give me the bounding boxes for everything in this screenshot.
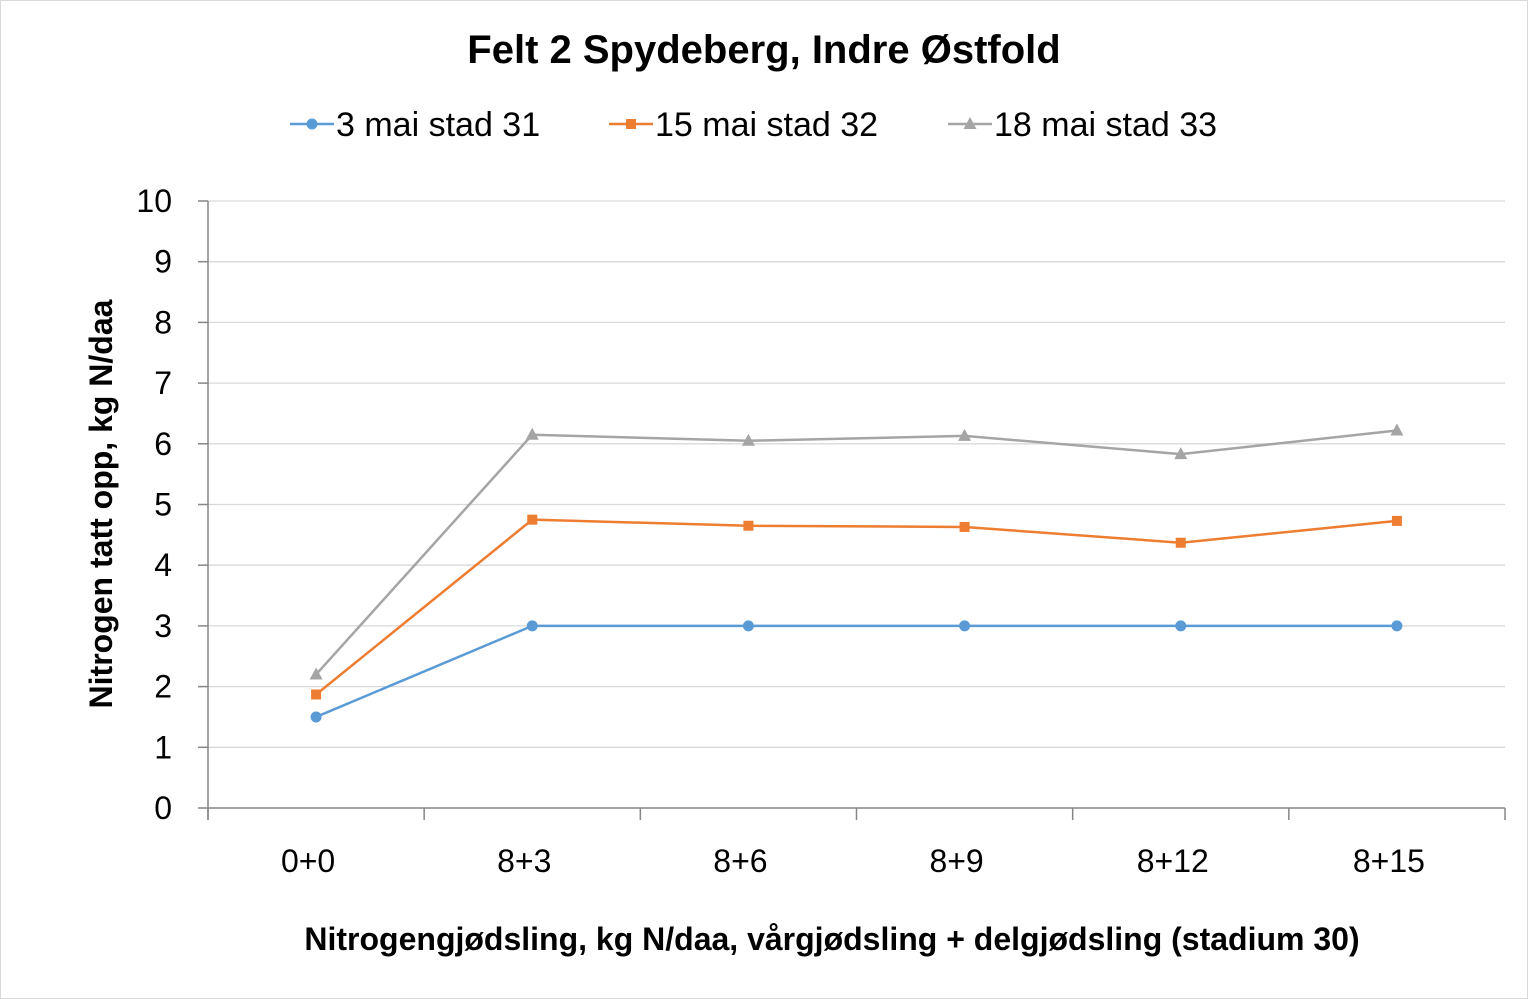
y-tick-label: 7 xyxy=(154,365,172,401)
series-line xyxy=(315,624,1397,719)
data-point xyxy=(959,521,970,532)
series-line xyxy=(315,429,1398,676)
x-tick-label: 8+6 xyxy=(713,843,767,879)
data-point xyxy=(958,428,972,441)
y-tick-label: 2 xyxy=(154,669,172,705)
series-2 xyxy=(309,423,1404,680)
x-tick-label: 0+0 xyxy=(281,843,335,879)
y-axis-title: Nitrogen tatt opp, kg N/daa xyxy=(83,299,119,708)
y-tick-label: 9 xyxy=(154,244,172,280)
data-point xyxy=(1390,423,1404,436)
data-point xyxy=(742,620,754,632)
legend-swatch-marker xyxy=(626,119,636,129)
legend-entry-2: 18 mai stad 33 xyxy=(948,106,1217,144)
x-tick-label: 8+12 xyxy=(1137,843,1209,879)
y-tick-label: 1 xyxy=(154,729,172,765)
series-1 xyxy=(311,514,1402,700)
legend-label: 3 mai stad 31 xyxy=(336,106,540,144)
data-point xyxy=(1391,620,1403,632)
series-group xyxy=(309,423,1404,723)
y-tick-label: 0 xyxy=(154,790,172,826)
data-point xyxy=(741,433,755,446)
x-tick-label: 8+15 xyxy=(1353,843,1425,879)
legend-entry-0: 3 mai stad 31 xyxy=(290,106,540,144)
x-tick-label: 8+9 xyxy=(929,843,983,879)
legend-label: 18 mai stad 33 xyxy=(994,106,1217,144)
chart-title: Felt 2 Spydeberg, Indre Østfold xyxy=(467,28,1060,72)
data-point xyxy=(959,620,971,632)
legend: 3 mai stad 31 15 mai stad 32 18 mai stad 3… xyxy=(290,106,1217,144)
data-point xyxy=(1175,620,1187,632)
axes: 0 1 2 3 4 5 6 7 8 9 10 0+0 8+3 8+6 8+9 8+12 8+15 xyxy=(136,183,1506,879)
legend-swatch-marker xyxy=(306,118,318,130)
gridlines xyxy=(208,200,1505,748)
y-tick-label: 6 xyxy=(154,426,172,462)
series-line xyxy=(315,518,1398,696)
y-tick-label: 10 xyxy=(136,183,172,219)
data-point xyxy=(525,427,539,440)
y-tick-label: 5 xyxy=(154,487,172,523)
y-tick-label: 8 xyxy=(154,304,172,340)
legend-swatch-marker xyxy=(963,117,977,129)
data-point xyxy=(1391,515,1402,526)
legend-label: 15 mai stad 32 xyxy=(655,106,878,144)
data-point xyxy=(309,667,323,680)
x-tick-label: 8+3 xyxy=(497,843,551,879)
data-point xyxy=(311,689,322,700)
legend-entry-1: 15 mai stad 32 xyxy=(609,106,878,144)
x-axis-title: Nitrogengjødsling, kg N/daa, vårgjødslin… xyxy=(304,921,1359,957)
data-point xyxy=(1175,537,1186,548)
y-tick-label: 3 xyxy=(154,608,172,644)
data-point xyxy=(743,520,754,531)
data-point xyxy=(527,514,538,525)
y-tick-label: 4 xyxy=(154,547,172,583)
data-point xyxy=(310,711,322,723)
data-point xyxy=(1174,447,1188,460)
data-point xyxy=(526,620,538,632)
series-0 xyxy=(310,620,1403,723)
